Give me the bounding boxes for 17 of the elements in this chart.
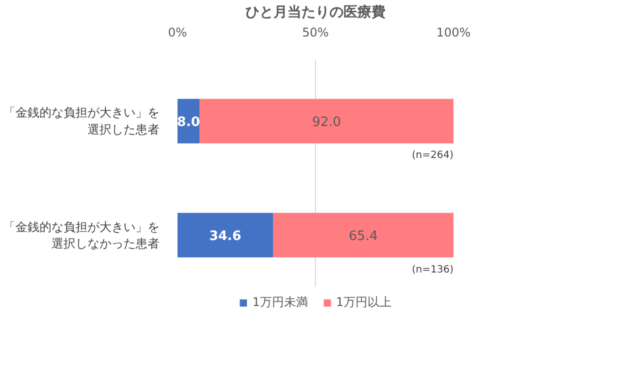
data-label: 92.0: [312, 115, 342, 130]
legend-label: 1万円未満: [252, 294, 308, 311]
data-label: 34.6: [209, 229, 242, 244]
annotation: (n=136): [412, 264, 454, 276]
data-label: 8.0: [177, 115, 200, 130]
chart-title: ひと月当たりの医療費: [246, 4, 386, 20]
y-tick-label: 「金銭的な負担が大きい」を選択しなかった患者: [4, 220, 160, 251]
x-tick-label: 50%: [302, 26, 329, 40]
data-label: 65.4: [348, 229, 378, 244]
bar: [272, 212, 454, 258]
x-tick-label: 100%: [436, 26, 471, 40]
x-tick-label: 0%: [168, 26, 188, 40]
legend-label: 1万円以上: [336, 294, 392, 311]
annotation: (n=264): [412, 150, 454, 162]
y-tick-label: 「金銭的な負担が大きい」を選択した患者: [4, 106, 160, 136]
bar: [178, 212, 273, 258]
bar: [200, 98, 454, 144]
